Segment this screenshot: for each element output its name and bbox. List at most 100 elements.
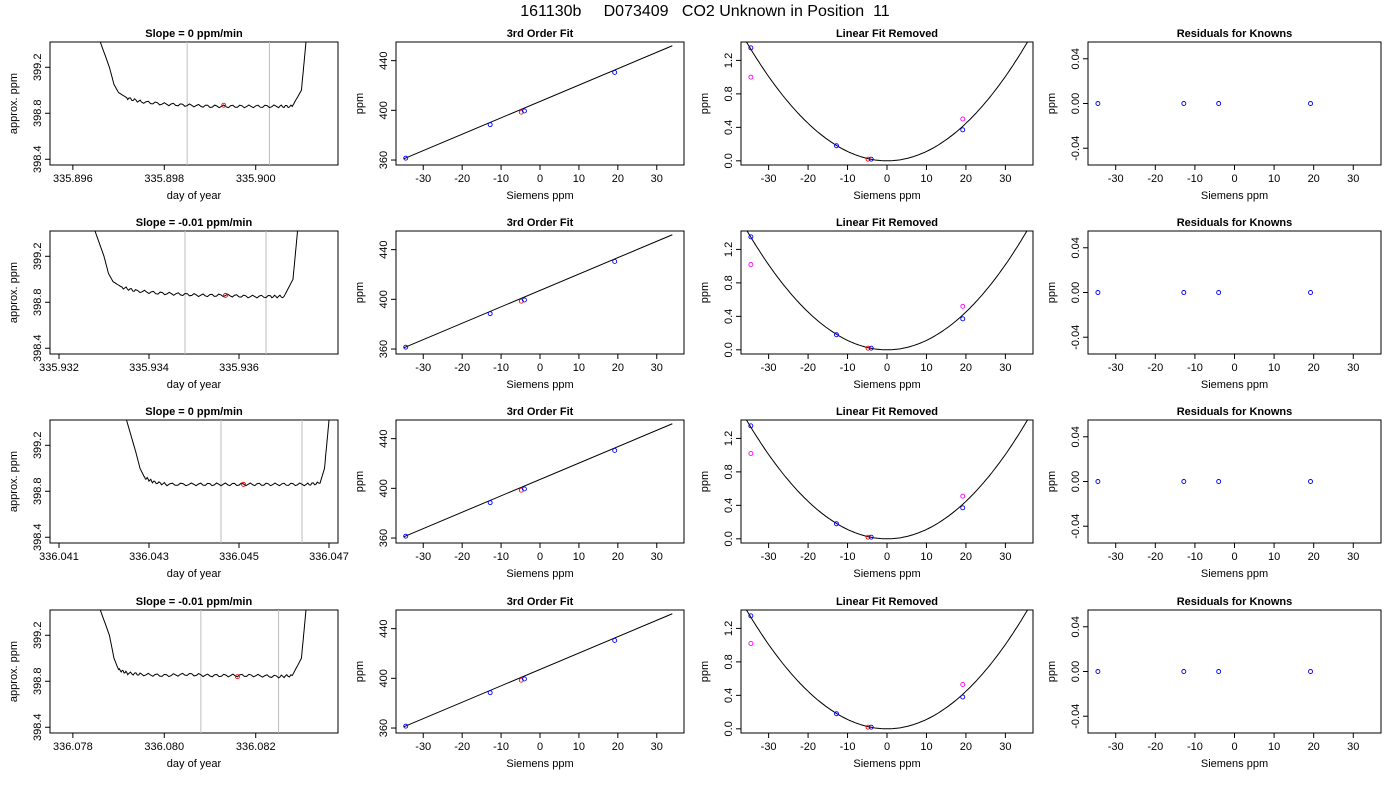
y-axis-label: ppm: [699, 661, 711, 682]
x-tick-label: 30: [1347, 362, 1359, 374]
x-tick-label: 335.898: [144, 173, 184, 185]
panel-title: Residuals for Knowns: [1177, 596, 1293, 608]
x-tick-label: 10: [1268, 362, 1280, 374]
y-tick-label: 0.8: [723, 86, 735, 101]
x-tick-label: -10: [493, 362, 509, 374]
x-tick-label: 336.080: [144, 741, 184, 753]
x-tick-label: 0: [1231, 551, 1237, 563]
x-axis-label: Siemens ppm: [853, 379, 920, 391]
data-point: [487, 122, 493, 128]
y-tick-label: 399.2: [32, 622, 44, 650]
data-point: [865, 345, 871, 351]
x-tick-label: 10: [1268, 741, 1280, 753]
x-tick-label: 30: [1347, 551, 1359, 563]
x-tick-label: 20: [960, 551, 972, 563]
x-tick-label: 20: [612, 173, 624, 185]
x-tick-label: 335.932: [39, 362, 79, 374]
panel-title: 3rd Order Fit: [507, 28, 574, 40]
data-point: [612, 637, 618, 643]
x-tick-label: -30: [761, 741, 777, 753]
y-tick-label: 400: [378, 290, 390, 308]
y-axis-label: ppm: [1046, 661, 1058, 682]
x-tick-label: 335.896: [53, 173, 93, 185]
x-tick-label: -30: [761, 173, 777, 185]
fit-curve: [745, 42, 1029, 162]
y-tick-label: 398.8: [32, 289, 44, 317]
data-point: [834, 143, 839, 149]
x-tick-label: -30: [415, 551, 431, 563]
y-tick-label: 400: [378, 669, 390, 687]
x-tick-label: -20: [800, 551, 816, 563]
plot-area: [745, 420, 1029, 540]
plot-area: [745, 610, 1029, 730]
x-tick-label: 335.936: [219, 362, 259, 374]
x-tick-label: -30: [1108, 741, 1124, 753]
x-tick-label: 336.045: [219, 551, 259, 563]
data-point: [960, 682, 966, 687]
y-axis-label: ppm: [1046, 93, 1058, 114]
x-tick-label: 10: [1268, 173, 1280, 185]
x-tick-label: 20: [1308, 362, 1320, 374]
y-axis-label: approx. ppm: [8, 641, 20, 702]
data-point: [1216, 101, 1222, 106]
data-point: [1308, 669, 1313, 674]
panel-title: Slope = -0.01 ppm/min: [136, 217, 253, 229]
data-point: [1095, 101, 1101, 106]
x-tick-label: 20: [960, 173, 972, 185]
series-line: [126, 420, 330, 487]
x-tick-label: 336.043: [129, 551, 169, 563]
y-tick-label: 0.00: [1070, 93, 1082, 114]
x-tick-label: 0: [884, 362, 890, 374]
y-tick-label: 399.2: [32, 432, 44, 460]
panel-title: Linear Fit Removed: [836, 28, 938, 40]
fit-line: [403, 423, 673, 538]
x-axis-label: day of year: [167, 758, 222, 770]
series-line: [99, 42, 307, 109]
y-tick-label: 0.8: [723, 654, 735, 669]
data-point: [487, 500, 493, 506]
y-tick-label: 0.4: [723, 120, 735, 135]
x-tick-label: 10: [920, 551, 932, 563]
data-point: [1095, 479, 1101, 484]
y-tick-label: 0.04: [1070, 48, 1082, 69]
plot-area: [746, 231, 1028, 351]
y-axis-label: ppm: [354, 661, 366, 682]
data-point: [403, 533, 409, 539]
y-tick-label: 0.8: [723, 275, 735, 290]
y-tick-label: 440: [378, 240, 390, 258]
x-tick-label: 0: [537, 362, 543, 374]
plot-frame: [49, 419, 339, 544]
x-tick-label: -10: [1187, 173, 1203, 185]
x-axis-label: Siemens ppm: [506, 758, 573, 770]
x-axis-label: Siemens ppm: [1201, 758, 1268, 770]
panel-title: Linear Fit Removed: [836, 217, 938, 229]
data-point: [521, 486, 527, 492]
x-tick-label: -10: [493, 741, 509, 753]
page-title: 161130b D073409 CO2 Unknown in Position …: [520, 3, 890, 20]
x-tick-label: -20: [1147, 173, 1163, 185]
fit-curve: [745, 610, 1029, 730]
plot-frame: [1087, 419, 1382, 544]
x-tick-label: 10: [1268, 551, 1280, 563]
data-point: [1095, 290, 1101, 295]
plot-frame: [49, 609, 339, 734]
series-line: [99, 610, 307, 679]
x-tick-label: -10: [840, 741, 856, 753]
data-point: [241, 481, 246, 487]
x-tick-label: 30: [999, 741, 1011, 753]
data-point: [1308, 101, 1313, 106]
x-tick-label: 20: [960, 741, 972, 753]
y-axis-label: ppm: [1046, 282, 1058, 303]
x-tick-label: -10: [840, 362, 856, 374]
x-tick-label: 0: [537, 173, 543, 185]
plot-frame: [395, 230, 685, 355]
plot-area: [99, 610, 307, 733]
x-tick-label: 336.047: [309, 551, 349, 563]
y-tick-label: 0.04: [1070, 237, 1082, 258]
panel-1-4: Residuals for Knowns -30 -20 -10 0 10 20 30 -0.0…: [1046, 28, 1382, 202]
x-tick-label: 0: [884, 551, 890, 563]
y-tick-label: 1.2: [723, 242, 735, 257]
x-tick-label: -30: [1108, 362, 1124, 374]
x-tick-label: -30: [761, 362, 777, 374]
y-tick-label: 399.2: [32, 243, 44, 271]
